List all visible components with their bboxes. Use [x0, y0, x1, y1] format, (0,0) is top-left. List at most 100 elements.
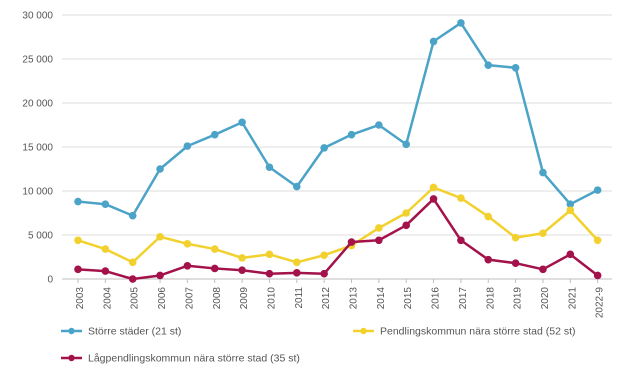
data-point — [210, 130, 219, 139]
data-point — [375, 121, 383, 129]
legend-swatch-marker — [68, 354, 75, 362]
data-point — [375, 224, 383, 232]
series-1 — [74, 183, 602, 267]
data-point — [511, 64, 520, 72]
data-point — [539, 168, 547, 177]
x-tick-label: 2005 — [130, 287, 141, 310]
data-point — [457, 194, 465, 202]
data-point — [128, 258, 137, 267]
data-point — [156, 232, 164, 241]
data-point — [101, 200, 110, 208]
data-point — [347, 130, 356, 139]
x-axis-ticks: 2003 2004 2005 2006 2007 2008 2009 2010 2011 2012… — [75, 287, 606, 319]
data-point — [375, 236, 383, 245]
y-tick-label: 5 000 — [28, 231, 53, 242]
legend-swatch-marker — [68, 327, 75, 335]
x-tick-label: 2007 — [184, 287, 195, 310]
x-tick-label: 2003 — [75, 287, 86, 310]
x-tick-label: 2012 — [321, 287, 332, 310]
data-point — [429, 183, 438, 192]
data-point — [402, 140, 411, 149]
legend-label-storre-stader: Större städer (21 st) — [88, 326, 181, 338]
data-point — [128, 211, 137, 220]
x-tick-label: 2014 — [376, 287, 387, 310]
x-tick-label: 2013 — [349, 287, 360, 310]
legend-label-pendlingskommun: Pendlingskommun nära större stad (52 st) — [380, 326, 576, 338]
data-point — [156, 165, 164, 173]
x-tick-label: 2016 — [431, 287, 442, 310]
data-point — [183, 142, 192, 150]
legend-label-lagpendlingskommun: Lågpendlingskommun nära större stad (35 … — [88, 353, 300, 365]
legend-swatch-marker — [360, 327, 367, 335]
y-tick-label: 0 — [47, 275, 53, 286]
series-0 — [74, 19, 602, 220]
data-point — [156, 271, 164, 280]
data-point — [429, 37, 438, 46]
x-tick-label: 2010 — [266, 287, 277, 310]
x-tick-label: 2009 — [239, 287, 250, 310]
data-point — [183, 240, 192, 248]
x-tick-label: 2006 — [157, 287, 168, 310]
x-tick-label: 2011 — [294, 287, 305, 309]
legend-item-lagpendlingskommun: Lågpendlingskommun nära större stad (35 … — [61, 353, 300, 365]
data-point — [183, 262, 192, 270]
x-tick-label: 2017 — [458, 287, 469, 310]
data-point — [128, 275, 137, 283]
data-point — [593, 186, 602, 194]
y-tick-label: 10 000 — [22, 187, 53, 198]
data-point — [293, 269, 301, 277]
data-point — [238, 254, 246, 262]
data-point — [320, 251, 328, 260]
data-point — [101, 245, 110, 253]
data-point — [210, 264, 219, 273]
x-tick-label: 2004 — [102, 287, 113, 310]
data-point — [74, 265, 82, 274]
data-point — [265, 269, 274, 278]
data-point — [347, 238, 356, 246]
series-line — [77, 186, 599, 264]
gridlines — [62, 14, 612, 236]
series-line — [77, 21, 599, 217]
data-point — [484, 255, 493, 264]
data-point — [74, 236, 82, 245]
x-axis — [62, 278, 612, 283]
y-tick-label: 25 000 — [22, 55, 53, 66]
data-point — [238, 118, 246, 127]
series-group — [74, 19, 602, 283]
x-tick-label: 2022-9 — [595, 287, 606, 319]
x-tick-label: 2020 — [540, 287, 551, 310]
data-point — [320, 144, 328, 152]
x-tick-label: 2018 — [485, 287, 496, 310]
data-point — [539, 229, 547, 238]
data-point — [511, 259, 520, 267]
data-point — [265, 250, 274, 259]
data-point — [210, 245, 219, 253]
data-point — [593, 236, 602, 245]
data-point — [511, 233, 520, 242]
data-point — [402, 209, 411, 217]
data-point — [238, 266, 246, 275]
legend-item-pendlingskommun: Pendlingskommun nära större stad (52 st) — [353, 326, 576, 338]
data-point — [539, 265, 547, 274]
legend: Större städer (21 st) Pendlingskommun nä… — [61, 326, 576, 365]
data-point — [566, 206, 575, 215]
y-axis-ticks: 0 5 000 10 000 15 000 20 000 25 000 30 000 — [22, 11, 53, 286]
data-point — [402, 221, 411, 230]
data-point — [429, 195, 438, 203]
data-point — [265, 163, 274, 172]
data-point — [293, 258, 301, 267]
data-point — [593, 271, 602, 280]
data-point — [566, 200, 575, 208]
series-2 — [74, 195, 602, 283]
y-tick-label: 15 000 — [22, 143, 53, 154]
data-point — [101, 267, 110, 275]
x-tick-label: 2019 — [513, 287, 524, 310]
data-point — [566, 250, 575, 259]
y-tick-label: 20 000 — [22, 99, 53, 110]
data-point — [74, 197, 82, 206]
data-point — [484, 61, 493, 69]
x-tick-label: 2015 — [403, 287, 414, 310]
x-tick-label: 2008 — [212, 287, 223, 310]
legend-item-storre-stader: Större städer (21 st) — [61, 326, 181, 338]
